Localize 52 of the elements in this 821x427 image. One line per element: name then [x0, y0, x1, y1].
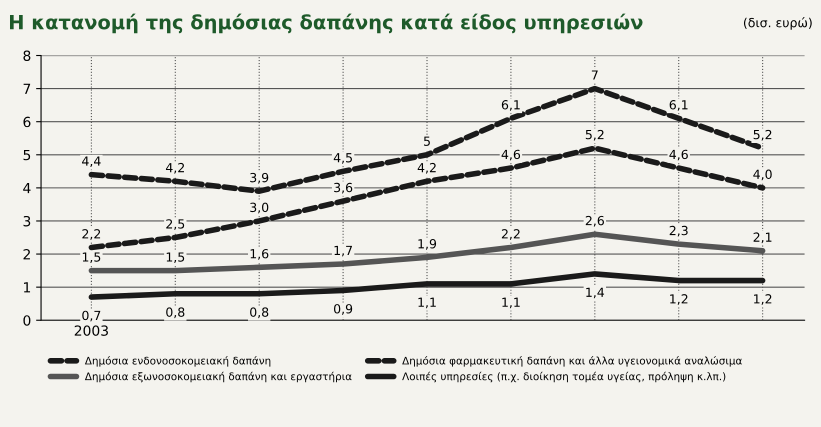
legend-label: Λοιπές υπηρεσίες (π.χ. διοίκηση τομέα υγείας, πρόληψη κ.λπ.)	[402, 372, 726, 382]
y-tick-label: 5	[24, 150, 30, 160]
data-label: 0,9	[334, 304, 352, 315]
data-label: 2,5	[166, 219, 184, 230]
data-label: 0,8	[250, 307, 268, 318]
data-label: 1,4	[586, 288, 604, 298]
data-label: 4,4	[82, 156, 101, 168]
data-label: 2,6	[586, 216, 604, 227]
data-label: 4,5	[334, 153, 352, 164]
data-label: 5,2	[586, 130, 604, 141]
data-label: 5	[424, 136, 430, 146]
data-label: 6,1	[502, 100, 520, 111]
data-label: 1,5	[82, 252, 100, 264]
data-label: 1,2	[670, 294, 688, 305]
y-tick-label: 7	[24, 84, 30, 94]
data-label: 2,1	[754, 232, 772, 244]
data-label: 2,2	[502, 229, 520, 240]
legend-label: Δημόσια ενδονοσοκομειακή δαπάνη	[84, 356, 270, 367]
data-label: 4,6	[502, 150, 520, 160]
data-label: 3,0	[250, 202, 268, 214]
data-label: 1,2	[754, 294, 772, 305]
data-label: 5,2	[754, 130, 772, 141]
legend-label: Δημόσια εξωνοσοκομειακή δαπάνη και εργαστήρια	[84, 372, 352, 382]
data-label: 1,6	[250, 248, 268, 260]
x-tick-label: 2003	[74, 325, 108, 336]
data-label: 0,7	[82, 310, 100, 322]
data-label: 4,6	[669, 150, 688, 160]
data-label: 7	[592, 70, 598, 80]
data-label: 2,3	[670, 226, 688, 237]
chart-title: Η κατανομή της δημόσιας δαπάνης κατά είδος υπηρεσιών	[10, 14, 643, 34]
y-tick-label: 6	[23, 116, 30, 128]
data-label: 1,1	[418, 298, 436, 308]
data-label: 6,1	[670, 100, 688, 111]
data-label: 1,9	[418, 239, 436, 250]
data-label: 3,9	[250, 172, 268, 184]
y-tick-label: 0	[23, 315, 30, 326]
data-label: 0,8	[166, 307, 184, 318]
y-tick-label: 3	[24, 216, 30, 226]
data-label: 1,1	[502, 298, 520, 308]
data-label: 3,6	[334, 182, 352, 194]
y-tick-label: 4	[23, 183, 31, 194]
y-tick-label: 1	[24, 282, 30, 292]
data-label: 1,5	[166, 252, 184, 264]
chart-subtitle: (δισ. ευρώ)	[744, 17, 812, 30]
data-label: 4,0	[753, 170, 772, 180]
y-tick-label: 2	[24, 249, 30, 260]
legend-label: Δημόσια φαρμακευτική δαπάνη και άλλα υγειονομικά αναλώσιμα	[402, 356, 742, 367]
data-label: 2,2	[82, 229, 100, 240]
data-label: 1,7	[334, 246, 352, 256]
data-label: 4,2	[418, 162, 436, 174]
y-tick-label: 8	[23, 50, 30, 61]
data-label: 4,2	[166, 162, 184, 174]
